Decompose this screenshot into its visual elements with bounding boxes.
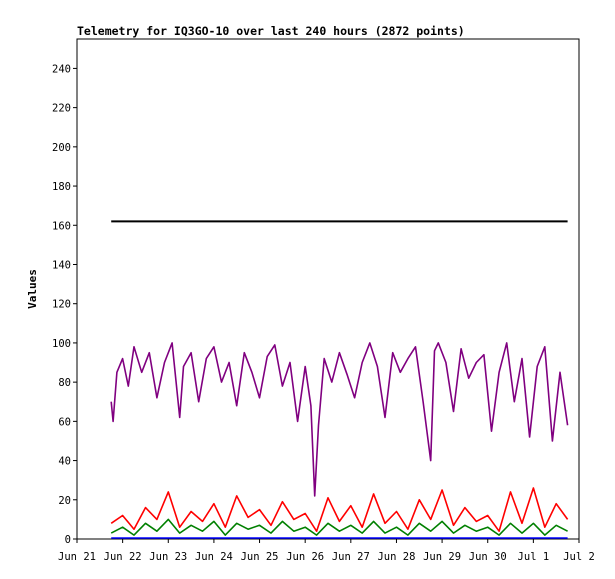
y-tick-label: 140 bbox=[52, 259, 71, 271]
x-axis: Jun 21 Jun 22 Jun 23 Jun 24 Jun 25 Jun 26 Jun … bbox=[58, 539, 595, 563]
y-tick-label: 180 bbox=[52, 181, 71, 193]
x-tick-label: Jun 29 bbox=[423, 551, 461, 563]
x-tick-label: Jun 24 bbox=[195, 551, 233, 563]
series-line-2 bbox=[110, 487, 569, 533]
y-tick-label: 160 bbox=[52, 220, 71, 232]
series-group bbox=[110, 220, 569, 539]
series-line-3 bbox=[110, 518, 568, 536]
y-tick-label: 80 bbox=[58, 377, 71, 389]
y-tick-label: 120 bbox=[52, 299, 71, 311]
x-tick-label: Jun 22 bbox=[104, 551, 142, 563]
x-tick-label: Jun 25 bbox=[241, 551, 279, 563]
y-tick-label: 100 bbox=[52, 338, 71, 350]
y-tick-label: 200 bbox=[52, 142, 71, 154]
y-axis: 0 20 40 60 80 100 120 140 160 180 200 220 240 bbox=[52, 63, 77, 546]
series-line-1 bbox=[110, 342, 569, 497]
y-tick-label: 220 bbox=[52, 103, 71, 115]
y-axis-title: Values bbox=[26, 269, 39, 309]
x-tick-label: Jul 2 bbox=[563, 551, 595, 563]
x-tick-label: Jun 30 bbox=[469, 551, 507, 563]
y-tick-label: 60 bbox=[58, 416, 71, 428]
y-tick-label: 20 bbox=[58, 495, 71, 507]
x-tick-label: Jul 1 bbox=[518, 551, 550, 563]
chart-title: Telemetry for IQ3GO-10 over last 240 hou… bbox=[77, 24, 465, 38]
x-tick-label: Jun 27 bbox=[332, 551, 370, 563]
y-tick-label: 40 bbox=[58, 456, 71, 468]
plot-frame bbox=[76, 38, 580, 540]
y-tick-label: 240 bbox=[52, 63, 71, 75]
x-tick-label: Jun 23 bbox=[149, 551, 187, 563]
y-tick-label: 0 bbox=[65, 534, 71, 546]
x-tick-label: Jun 26 bbox=[286, 551, 324, 563]
x-tick-label: Jun 21 bbox=[58, 551, 96, 563]
x-tick-label: Jun 28 bbox=[377, 551, 415, 563]
